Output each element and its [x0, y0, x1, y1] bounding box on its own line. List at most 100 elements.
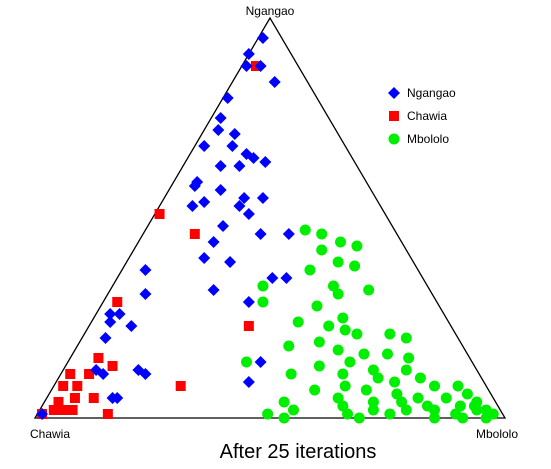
- mbololo-point: [337, 312, 349, 324]
- chawia-point: [67, 405, 78, 415]
- mbololo-point: [363, 284, 375, 296]
- ngangao-point: [238, 192, 251, 204]
- ngangao-point: [254, 356, 267, 368]
- chawia-point: [65, 369, 76, 379]
- ngangao-point: [99, 332, 112, 344]
- mbololo-point: [452, 380, 464, 392]
- mbololo-point: [309, 384, 321, 396]
- ngangao-point: [242, 376, 255, 388]
- mbololo-point: [313, 336, 325, 348]
- chawia-point: [72, 381, 83, 391]
- ngangao-point: [242, 296, 255, 308]
- mbololo-point: [454, 400, 466, 412]
- ngangao-point: [224, 256, 237, 268]
- ngangao-point: [228, 128, 241, 140]
- mbololo-point: [400, 404, 412, 416]
- vertex-label-top: Ngangao: [246, 4, 295, 18]
- legend: Ngangao Chawia Mbololo: [388, 86, 456, 146]
- mbololo-point: [332, 344, 344, 356]
- mbololo-point: [327, 280, 339, 292]
- series-chawia: [37, 61, 261, 419]
- ngangao-point: [139, 288, 152, 300]
- ngangao-point: [240, 60, 253, 72]
- ngangao-point: [254, 228, 267, 240]
- chawia-point: [102, 409, 113, 419]
- mbololo-point: [471, 404, 483, 416]
- ngangao-point: [214, 184, 227, 196]
- mbololo-point: [351, 240, 363, 252]
- mbololo-point: [349, 260, 361, 272]
- chawia-point: [154, 209, 165, 219]
- series-ngangao: [36, 32, 295, 420]
- mbololo-point: [342, 408, 354, 420]
- chawia-point: [189, 229, 200, 239]
- mbololo-point: [429, 404, 440, 416]
- mbololo-point: [332, 256, 344, 268]
- chawia-point: [107, 361, 118, 371]
- mbololo-point: [339, 324, 351, 336]
- mbololo-point: [457, 412, 469, 424]
- ngangao-point: [212, 124, 225, 136]
- mbololo-point: [285, 368, 297, 380]
- chawia-point: [53, 397, 64, 407]
- ngangao-point: [104, 308, 117, 320]
- ngangao-point: [139, 368, 152, 380]
- ngangao-point: [266, 272, 279, 284]
- mbololo-point: [429, 412, 440, 424]
- ngangao-point: [36, 408, 49, 420]
- ngangao-point: [125, 320, 138, 332]
- legend-chawia-label: Chawia: [407, 109, 447, 123]
- mbololo-point: [316, 228, 328, 240]
- mbololo-point: [372, 372, 384, 384]
- mbololo-point: [278, 396, 290, 408]
- chart-caption: After 25 iterations: [220, 441, 377, 463]
- ngangao-point: [90, 364, 103, 376]
- mbololo-point: [400, 332, 412, 344]
- ngangao-point: [217, 220, 229, 232]
- mbololo-point: [400, 364, 412, 376]
- mbololo-point: [316, 244, 328, 256]
- mbololo-point: [367, 396, 379, 408]
- mbololo-point: [313, 360, 325, 372]
- legend-chawia-swatch: [389, 111, 399, 121]
- triangle-outline: [33, 16, 507, 419]
- mbololo-point: [311, 300, 323, 312]
- ngangao-point: [207, 284, 220, 296]
- mbololo-point: [292, 316, 304, 328]
- ngangao-point: [247, 152, 260, 164]
- chawia-point: [112, 297, 123, 307]
- legend-ngangao-swatch: [388, 87, 400, 99]
- mbololo-point: [461, 388, 473, 400]
- ngangao-point: [282, 228, 295, 240]
- ngangao-point: [139, 264, 152, 276]
- ngangao-point: [198, 252, 211, 264]
- ngangao-point: [104, 316, 117, 328]
- ngangao-point: [256, 192, 269, 204]
- legend-ngangao-label: Ngangao: [407, 86, 456, 100]
- chawia-point: [58, 405, 69, 415]
- mbololo-point: [283, 340, 295, 352]
- mbololo-point: [367, 364, 379, 376]
- ngangao-point: [226, 140, 239, 152]
- mbololo-point: [384, 408, 396, 420]
- mbololo-point: [335, 236, 346, 248]
- chawia-point: [48, 405, 59, 415]
- mbololo-point: [396, 396, 408, 408]
- chawia-point: [88, 393, 99, 403]
- mbololo-point: [403, 352, 415, 364]
- mbololo-point: [429, 380, 440, 392]
- chawia-point: [69, 393, 80, 403]
- mbololo-point: [389, 376, 401, 388]
- mbololo-point: [337, 368, 349, 380]
- ngangao-point: [254, 60, 267, 72]
- mbololo-point: [384, 328, 396, 340]
- mbololo-point: [391, 388, 403, 400]
- mbololo-point: [353, 412, 365, 424]
- mbololo-point: [257, 296, 269, 308]
- vertex-label-left: Chawia: [30, 427, 70, 441]
- mbololo-point: [382, 348, 393, 360]
- vertex-labels: Ngangao Chawia Mbololo: [30, 4, 518, 441]
- ngangao-point: [214, 160, 227, 172]
- mbololo-point: [332, 392, 344, 404]
